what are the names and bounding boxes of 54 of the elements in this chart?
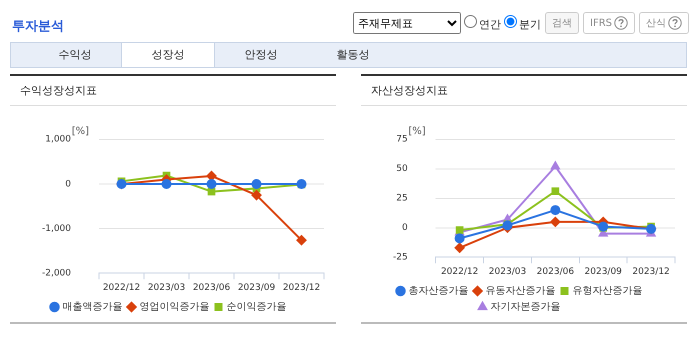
point [252, 190, 262, 200]
point [454, 233, 465, 244]
text: 주재무제표 [353, 12, 461, 34]
text: 안정성 [244, 47, 278, 63]
point [550, 161, 560, 170]
legend-label: 영업이익증가율 [140, 302, 210, 313]
legend-label: 유동자산증가율 [486, 286, 556, 297]
legend-label: 총자산증가율 [408, 286, 468, 297]
x-tick-label: 2023/09 [238, 282, 276, 293]
text: IFRS [583, 12, 635, 34]
y-tick-label: -2,000 [42, 268, 72, 279]
y-tick-label: -1,000 [42, 224, 72, 234]
point [552, 187, 560, 196]
x-tick-label: 2023/06 [192, 282, 230, 293]
x-tick-label: 2022/12 [440, 266, 478, 277]
y-tick-label: -25 [392, 252, 408, 263]
y-tick-label: 0 [65, 179, 72, 190]
point [296, 235, 306, 246]
point [208, 188, 216, 196]
y-tick-label: 1,000 [45, 134, 72, 145]
text: 산식 [639, 12, 689, 34]
text: 성장성 [121, 43, 215, 67]
x-tick-label: 2023/03 [148, 282, 186, 293]
x-tick-label: 2023/12 [282, 282, 320, 293]
legend-label: 자기자본증가율 [490, 302, 560, 313]
y-tick-label: 25 [396, 194, 408, 204]
point [206, 170, 217, 181]
y-axis-title: [%] [408, 126, 426, 137]
text: 투자분석 [12, 18, 64, 35]
text: 검색 [545, 12, 579, 34]
point [454, 242, 465, 253]
legend-label: 유형자산증가율 [572, 286, 642, 297]
text: 활동성 [336, 47, 370, 63]
point [206, 179, 217, 189]
x-tick-label: 2022/12 [102, 282, 140, 293]
y-tick-label: 0 [402, 223, 408, 234]
x-tick-label: 2023/06 [536, 266, 574, 277]
text: 분기 [518, 16, 541, 32]
x-tick-label: 2023/03 [488, 266, 526, 277]
chart-title: 수익성장성지표 [10, 76, 336, 106]
x-tick-label: 2023/12 [632, 266, 670, 277]
y-tick-label: 75 [396, 134, 408, 145]
point [162, 179, 172, 189]
point [550, 205, 560, 216]
point [252, 179, 262, 189]
y-tick-label: 50 [396, 164, 408, 174]
text: 연간 [478, 16, 501, 32]
point [550, 216, 560, 227]
legend-label: 매출액증가율 [62, 302, 122, 313]
text: 수익성 [58, 47, 92, 63]
chart-title: 자산성장성지표 [361, 76, 687, 106]
x-tick-label: 2023/09 [584, 266, 622, 277]
legend-label: 순이익증가율 [226, 302, 286, 313]
y-axis-title: [%] [72, 126, 90, 137]
